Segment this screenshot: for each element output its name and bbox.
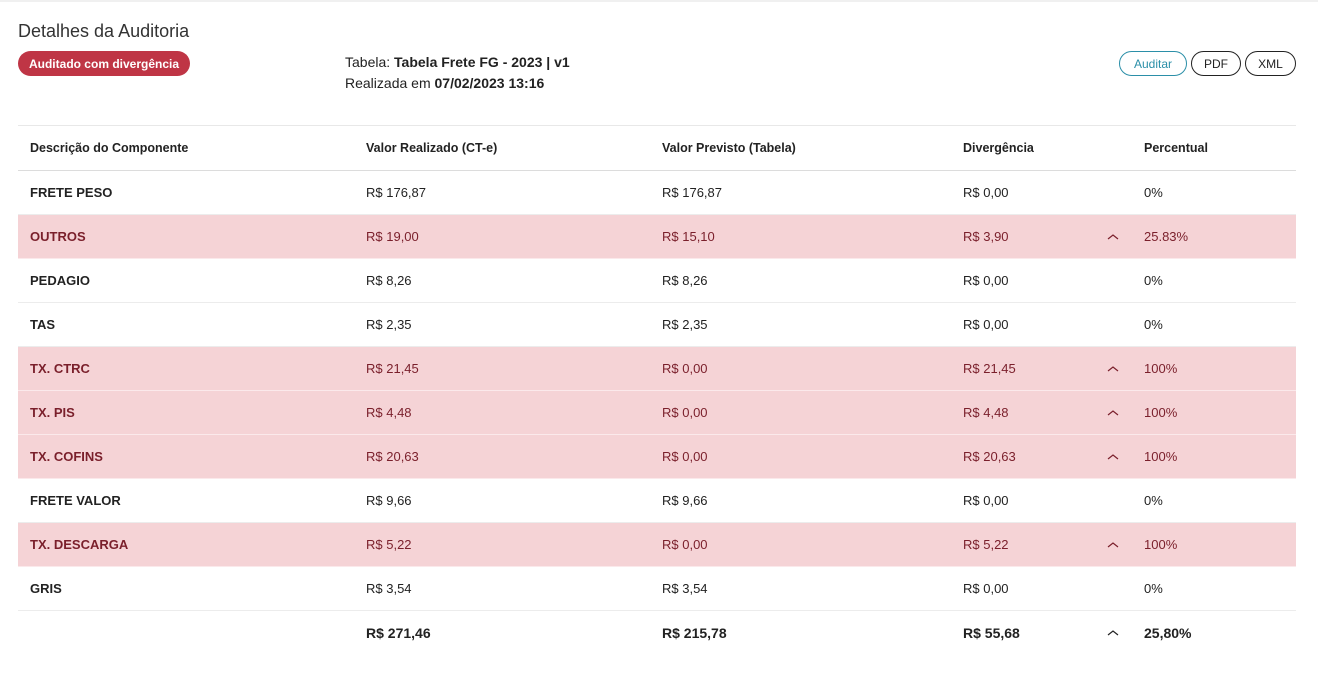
table-row: FRETE PESO R$ 176,87 R$ 176,87 R$ 0,00 0% <box>18 171 1296 215</box>
cell-previsto: R$ 2,35 <box>662 317 708 332</box>
table-row: PEDAGIO R$ 8,26 R$ 8,26 R$ 0,00 0% <box>18 259 1296 303</box>
table-row: TAS R$ 2,35 R$ 2,35 R$ 0,00 0% <box>18 303 1296 347</box>
total-caret-up-icon <box>1106 611 1120 655</box>
tabela-value: Tabela Frete FG - 2023 | v1 <box>394 54 570 70</box>
cell-realizado: R$ 5,22 <box>366 537 412 552</box>
table-body: FRETE PESO R$ 176,87 R$ 176,87 R$ 0,00 0% OUT… <box>18 171 1296 611</box>
cell-previsto: R$ 15,10 <box>662 229 715 244</box>
cell-divergencia: R$ 0,00 <box>963 185 1009 200</box>
xml-button[interactable]: XML <box>1245 51 1296 76</box>
cell-divergencia: R$ 0,00 <box>963 493 1009 508</box>
caret-up-icon <box>1106 347 1120 390</box>
cell-descricao: TX. PIS <box>30 405 75 420</box>
header-realizado: Valor Realizado (CT-e) <box>366 141 498 155</box>
realizada-label: Realizada em <box>345 75 431 91</box>
total-divergencia: R$ 55,68 <box>963 625 1020 641</box>
cell-realizado: R$ 20,63 <box>366 449 419 464</box>
cell-previsto: R$ 176,87 <box>662 185 722 200</box>
cell-divergencia: R$ 0,00 <box>963 273 1009 288</box>
tabela-line: Tabela: Tabela Frete FG - 2023 | v1 <box>345 52 570 73</box>
cell-previsto: R$ 0,00 <box>662 537 708 552</box>
status-badge: Auditado com divergência <box>18 51 190 76</box>
page-title: Detalhes da Auditoria <box>18 21 190 41</box>
realizada-value: 07/02/2023 13:16 <box>434 75 545 91</box>
cell-percentual: 0% <box>1144 185 1163 200</box>
cell-divergencia: R$ 20,63 <box>963 449 1016 464</box>
cell-realizado: R$ 2,35 <box>366 317 412 332</box>
cell-divergencia: R$ 0,00 <box>963 581 1009 596</box>
header-descricao: Descrição do Componente <box>30 141 189 155</box>
caret-up-icon <box>1106 215 1120 258</box>
realizada-line: Realizada em 07/02/2023 13:16 <box>345 73 570 94</box>
tabela-label: Tabela: <box>345 54 391 70</box>
caret-up-icon <box>1106 435 1120 478</box>
cell-descricao: TX. COFINS <box>30 449 103 464</box>
cell-descricao: FRETE PESO <box>30 185 113 200</box>
header-divergencia: Divergência <box>963 141 1034 155</box>
cell-divergencia: R$ 3,90 <box>963 229 1009 244</box>
cell-previsto: R$ 8,26 <box>662 273 708 288</box>
cell-previsto: R$ 9,66 <box>662 493 708 508</box>
action-buttons: Auditar PDF XML <box>1119 51 1296 76</box>
table-header: Descrição do Componente Valor Realizado … <box>18 126 1296 171</box>
total-realizado: R$ 271,46 <box>366 625 431 641</box>
table-total-row: R$ 271,46 R$ 215,78 R$ 55,68 25,80% <box>18 611 1296 655</box>
cell-percentual: 100% <box>1144 449 1178 464</box>
audit-button[interactable]: Auditar <box>1119 51 1187 76</box>
cell-divergencia: R$ 0,00 <box>963 317 1009 332</box>
cell-previsto: R$ 0,00 <box>662 361 708 376</box>
cell-descricao: OUTROS <box>30 229 86 244</box>
table-row: TX. CTRC R$ 21,45 R$ 0,00 R$ 21,45 100% <box>18 347 1296 391</box>
caret-up-icon <box>1106 523 1120 566</box>
cell-realizado: R$ 3,54 <box>366 581 412 596</box>
cell-percentual: 0% <box>1144 273 1163 288</box>
cell-previsto: R$ 0,00 <box>662 449 708 464</box>
cell-percentual: 0% <box>1144 493 1163 508</box>
cell-descricao: TX. CTRC <box>30 361 90 376</box>
cell-realizado: R$ 21,45 <box>366 361 419 376</box>
cell-descricao: GRIS <box>30 581 62 596</box>
header-percentual: Percentual <box>1144 141 1208 155</box>
cell-percentual: 100% <box>1144 361 1178 376</box>
audit-meta: Tabela: Tabela Frete FG - 2023 | v1 Real… <box>345 52 570 94</box>
table-row: TX. PIS R$ 4,48 R$ 0,00 R$ 4,48 100% <box>18 391 1296 435</box>
table-row: OUTROS R$ 19,00 R$ 15,10 R$ 3,90 25.83% <box>18 215 1296 259</box>
cell-previsto: R$ 0,00 <box>662 405 708 420</box>
cell-realizado: R$ 8,26 <box>366 273 412 288</box>
cell-realizado: R$ 9,66 <box>366 493 412 508</box>
audit-table: Descrição do Componente Valor Realizado … <box>18 125 1296 655</box>
cell-divergencia: R$ 21,45 <box>963 361 1016 376</box>
cell-realizado: R$ 4,48 <box>366 405 412 420</box>
cell-percentual: 100% <box>1144 405 1178 420</box>
cell-realizado: R$ 19,00 <box>366 229 419 244</box>
cell-percentual: 0% <box>1144 581 1163 596</box>
cell-divergencia: R$ 4,48 <box>963 405 1009 420</box>
cell-percentual: 25.83% <box>1144 229 1189 244</box>
top-divider <box>0 0 1318 2</box>
cell-percentual: 100% <box>1144 537 1178 552</box>
header-previsto: Valor Previsto (Tabela) <box>662 141 796 155</box>
cell-previsto: R$ 3,54 <box>662 581 708 596</box>
cell-descricao: PEDAGIO <box>30 273 90 288</box>
cell-realizado: R$ 176,87 <box>366 185 426 200</box>
caret-up-icon <box>1106 391 1120 434</box>
cell-divergencia: R$ 5,22 <box>963 537 1009 552</box>
table-row: GRIS R$ 3,54 R$ 3,54 R$ 0,00 0% <box>18 567 1296 611</box>
table-row: TX. DESCARGA R$ 5,22 R$ 0,00 R$ 5,22 100% <box>18 523 1296 567</box>
table-row: TX. COFINS R$ 20,63 R$ 0,00 R$ 20,63 100% <box>18 435 1296 479</box>
cell-descricao: TX. DESCARGA <box>30 537 129 552</box>
pdf-button[interactable]: PDF <box>1191 51 1241 76</box>
table-row: FRETE VALOR R$ 9,66 R$ 9,66 R$ 0,00 0% <box>18 479 1296 523</box>
cell-descricao: FRETE VALOR <box>30 493 121 508</box>
cell-percentual: 0% <box>1144 317 1163 332</box>
cell-descricao: TAS <box>30 317 56 332</box>
total-percentual: 25,80% <box>1144 625 1192 641</box>
total-previsto: R$ 215,78 <box>662 625 727 641</box>
